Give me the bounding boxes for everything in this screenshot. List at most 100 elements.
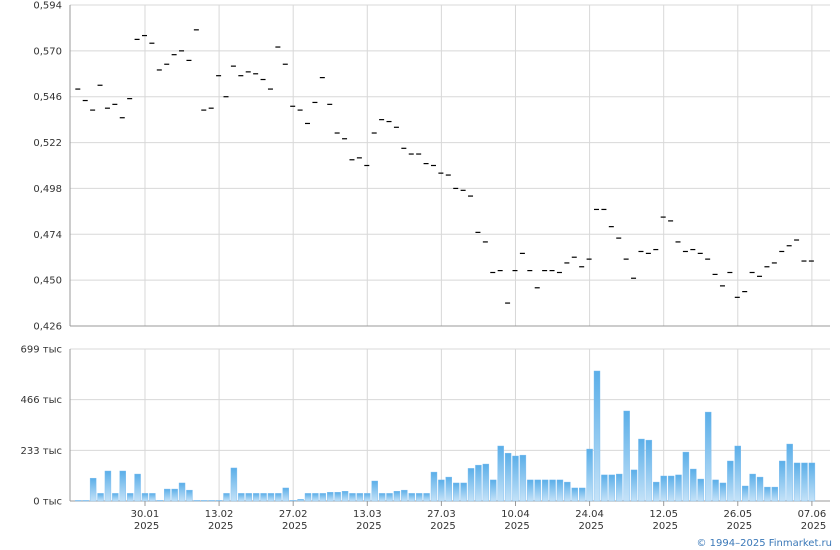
x-tick-label: 10.04 2025	[501, 509, 530, 532]
volume-bar	[208, 500, 215, 502]
volume-bar	[638, 438, 645, 502]
volume-bar	[186, 489, 193, 502]
volume-bar	[119, 470, 126, 502]
x-tick-label: 26.05 2025	[723, 509, 752, 532]
volume-bar	[497, 445, 504, 502]
plot-area	[70, 349, 830, 501]
volume-bar	[586, 448, 593, 502]
volume-bar	[467, 468, 475, 502]
y-tick-label: 699 тыс	[21, 345, 62, 356]
volume-bar	[749, 473, 756, 502]
volume-bar	[275, 493, 282, 502]
y-tick-label: 0,546	[33, 92, 62, 103]
x-tick-label: 07.06 2025	[798, 509, 827, 532]
y-tick-label: 0,498	[33, 184, 62, 195]
y-tick-label: 466 тыс	[21, 395, 62, 406]
y-tick-label: 0,450	[33, 276, 62, 287]
volume-bar	[771, 486, 779, 502]
volume-bar	[193, 500, 201, 502]
volume-bar	[97, 493, 104, 502]
y-tick-label: 0 тыс	[33, 497, 62, 508]
volume-bar	[712, 479, 719, 502]
volume-bar	[312, 493, 319, 502]
volume-bar	[475, 464, 482, 502]
volume-bar	[764, 486, 771, 502]
y-tick-label: 0,570	[33, 46, 62, 57]
volume-bar	[201, 500, 208, 502]
x-tick-label: 13.02 2025	[205, 509, 234, 532]
volume-bar	[223, 493, 230, 502]
volume-bar	[304, 493, 312, 502]
volume-bar	[793, 462, 801, 502]
y-tick-label: 0,522	[33, 138, 62, 149]
volume-bar	[719, 482, 727, 502]
volume-bar	[112, 493, 119, 502]
x-tick-label: 27.03 2025	[427, 509, 456, 532]
volume-bar	[512, 455, 519, 502]
volume-bar	[667, 475, 675, 502]
volume-bar	[104, 470, 112, 502]
volume-bar	[453, 482, 460, 502]
volume-bar	[682, 451, 690, 502]
volume-bar	[564, 481, 571, 502]
volume-bar	[364, 493, 371, 502]
volume-bar	[593, 370, 601, 502]
x-tick-label: 27.02 2025	[279, 509, 308, 532]
volume-bar	[149, 493, 156, 502]
x-tick-label: 13.03 2025	[353, 509, 382, 532]
volume-bar	[601, 474, 608, 502]
volume-bar	[356, 493, 364, 502]
volume-bar	[756, 476, 764, 502]
volume-bar	[734, 445, 741, 502]
volume-bar	[423, 493, 430, 502]
volume-bar	[527, 479, 534, 502]
volume-bar	[349, 493, 356, 502]
volume-bar	[386, 493, 393, 502]
volume-bar	[141, 493, 149, 502]
volume-bar	[215, 500, 223, 502]
volume-bar	[282, 487, 289, 502]
volume-bar	[519, 454, 527, 502]
volume-bar	[319, 493, 327, 502]
volume-bar	[504, 452, 512, 502]
volume-bar	[334, 492, 341, 502]
volume-bar	[327, 492, 334, 502]
volume-bar	[245, 493, 252, 502]
volume-bar	[445, 476, 452, 502]
volume-bar	[623, 410, 630, 502]
volume-bar	[578, 487, 586, 502]
volume-bar	[252, 493, 260, 502]
volume-bar	[401, 489, 408, 502]
volume-bar	[89, 477, 97, 502]
volume-bar	[690, 468, 697, 502]
volume-bar	[556, 479, 564, 502]
footer: © 1994–2025 Finmarket.ru	[696, 538, 832, 549]
volume-bar	[727, 460, 734, 502]
volume-bar	[490, 479, 497, 502]
volume-bar	[460, 482, 467, 502]
volume-bar	[808, 462, 816, 502]
volume-bar	[378, 493, 386, 502]
volume-bar	[697, 478, 704, 502]
volume-bar	[156, 500, 164, 502]
volume-bar	[230, 467, 238, 502]
volume-bar	[134, 473, 141, 502]
x-tick-label: 12.05 2025	[649, 509, 678, 532]
volume-bar	[341, 491, 349, 502]
volume-bar	[660, 475, 667, 502]
volume-bar	[260, 493, 267, 502]
volume-bar	[408, 493, 415, 502]
volume-bar	[171, 488, 178, 502]
volume-bar	[549, 479, 556, 502]
volume-bar	[608, 474, 616, 502]
volume-bar	[534, 479, 541, 502]
volume-bar	[82, 500, 89, 502]
volume-bar	[704, 411, 712, 502]
volume-bar	[779, 460, 786, 502]
volume-bar	[289, 500, 297, 502]
volume-bar	[267, 493, 275, 502]
volume-bar	[164, 488, 171, 502]
volume-bar	[653, 481, 660, 502]
plot-area	[70, 5, 830, 326]
